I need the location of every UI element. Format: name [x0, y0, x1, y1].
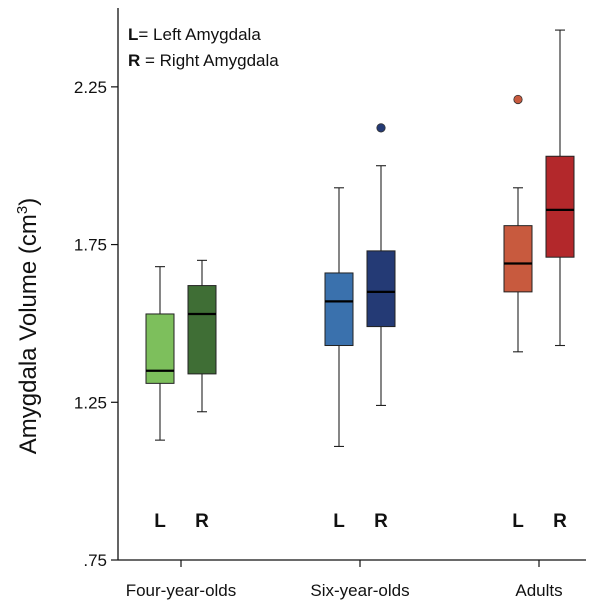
x-tick-label: Four-year-olds	[126, 581, 237, 600]
legend-key-left: L	[128, 25, 138, 44]
x-tick-label: Six-year-olds	[310, 581, 409, 600]
legend-text-right: = Right Amygdala	[140, 51, 279, 70]
y-tick-label: .75	[83, 551, 107, 570]
legend-entry-right: R = Right Amygdala	[128, 51, 279, 70]
side-label-r: R	[195, 511, 209, 532]
legend-entry-left: L= Left Amygdala	[128, 25, 261, 44]
side-label-r: R	[374, 511, 388, 532]
box-r	[545, 29, 575, 347]
legend-text-left: = Left Amygdala	[138, 25, 261, 44]
box-l	[324, 187, 354, 447]
y-axis-label-close: )	[15, 198, 42, 206]
y-axis-label-main: Amygdala Volume (cm	[15, 214, 42, 454]
iqr-box	[366, 250, 396, 328]
y-axis-label-superscript: 3	[14, 206, 31, 214]
box-r	[366, 123, 396, 406]
legend-key-right: R	[128, 51, 140, 70]
outlier-point	[513, 94, 523, 105]
x-tick-label: Adults	[515, 581, 562, 600]
outlier-point	[376, 123, 386, 133]
side-label-l: L	[333, 511, 345, 532]
legend: L= Left Amygdala R = Right Amygdala	[128, 25, 279, 70]
y-tick-label: 2.25	[74, 78, 107, 97]
side-label-l: L	[512, 511, 524, 532]
labels: Four-year-olds L R Six-year-olds L R Adults L R	[126, 511, 567, 600]
iqr-box	[503, 225, 533, 293]
iqr-box	[324, 272, 354, 347]
boxes	[145, 29, 575, 447]
side-label-l: L	[154, 511, 166, 532]
iqr-box	[187, 285, 217, 375]
box-l	[145, 266, 175, 441]
y-axis-label: Amygdala Volume (cm3)	[14, 198, 42, 454]
box-l	[503, 94, 533, 353]
y-tick-label: 1.75	[74, 236, 107, 255]
y-tick-label: 1.25	[74, 393, 107, 412]
side-label-r: R	[553, 511, 567, 532]
box-r	[187, 259, 217, 413]
axes: .75 1.25 1.75 2.25	[74, 8, 586, 570]
iqr-box	[545, 155, 575, 258]
iqr-box	[145, 313, 175, 384]
